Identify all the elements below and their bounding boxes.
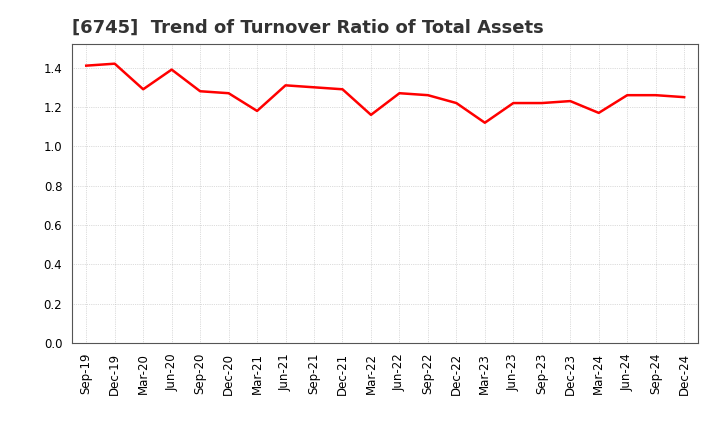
Text: [6745]  Trend of Turnover Ratio of Total Assets: [6745] Trend of Turnover Ratio of Total … xyxy=(72,19,544,37)
